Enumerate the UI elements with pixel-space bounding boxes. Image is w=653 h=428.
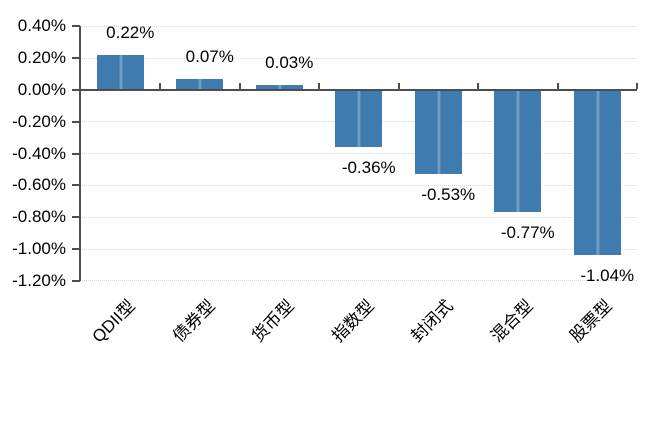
data-label: -0.53% xyxy=(421,185,476,205)
y-axis-tick xyxy=(71,279,80,282)
bar-股票型 xyxy=(573,90,621,256)
y-axis-tick xyxy=(71,89,80,91)
x-axis-tick xyxy=(636,83,638,89)
y-axis-tick-label: -0.40% xyxy=(12,143,66,163)
x-axis-tick xyxy=(238,83,241,89)
gridline xyxy=(81,57,637,59)
x-axis-tick xyxy=(556,83,559,89)
data-label: 0.07% xyxy=(185,46,234,66)
y-axis-tick-label: -0.60% xyxy=(12,175,66,195)
x-axis-tick xyxy=(397,83,400,89)
data-label: 0.03% xyxy=(265,53,314,73)
gridline xyxy=(81,216,637,218)
data-label: -0.36% xyxy=(341,158,396,178)
y-axis-tick-label: -0.80% xyxy=(12,207,66,227)
x-axis-tick xyxy=(318,83,320,89)
data-label: -0.77% xyxy=(500,223,555,243)
y-axis-line xyxy=(79,26,81,281)
y-axis-tick-label: 0.20% xyxy=(17,48,66,68)
y-axis-tick xyxy=(71,57,80,60)
y-axis-tick xyxy=(71,120,80,123)
y-axis-tick-label: -0.20% xyxy=(12,111,66,131)
bar-QDII型 xyxy=(96,55,144,90)
gridline xyxy=(81,153,637,155)
bar-指数型 xyxy=(335,90,383,148)
data-label: -1.04% xyxy=(580,266,635,286)
y-axis-tick-label: 0.00% xyxy=(17,80,66,99)
y-axis-tick xyxy=(71,152,80,155)
bar-货币型 xyxy=(255,85,303,90)
y-axis-tick-label: -1.00% xyxy=(12,239,66,258)
bar-封闭式 xyxy=(414,90,462,175)
gridline xyxy=(81,248,637,250)
y-axis-tick xyxy=(71,248,80,250)
x-axis-line xyxy=(80,89,637,91)
bar-混合型 xyxy=(494,90,542,213)
y-axis-tick-label: -1.20% xyxy=(12,270,66,290)
y-axis-tick xyxy=(71,25,80,28)
x-axis-tick xyxy=(159,83,161,89)
y-axis-tick xyxy=(71,216,80,219)
gridline xyxy=(81,184,637,186)
y-axis-tick-label: 0.40% xyxy=(17,16,66,36)
gridline xyxy=(81,280,637,282)
gridline xyxy=(81,25,637,27)
x-axis-tick xyxy=(477,83,479,89)
bar-债券型 xyxy=(176,78,224,90)
y-axis-tick xyxy=(71,184,80,187)
data-label: 0.22% xyxy=(106,23,155,43)
